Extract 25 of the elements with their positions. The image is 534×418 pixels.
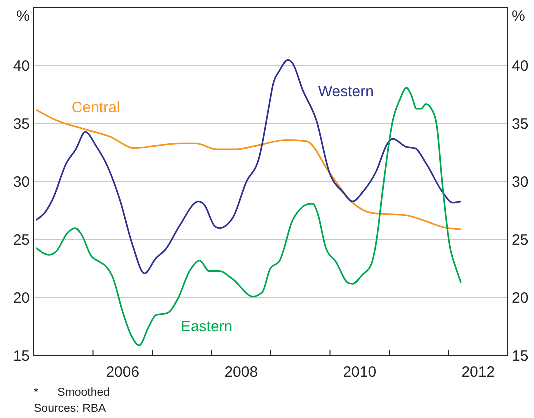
- x-tick-label: 2006: [106, 364, 140, 381]
- line-series: [36, 87, 462, 346]
- x-tick-label: 2010: [343, 364, 377, 381]
- y-tick-label: 25: [13, 232, 30, 249]
- y2-tick-label: 35: [512, 116, 529, 133]
- series-label: Eastern: [180, 318, 233, 336]
- y-tick-label: 30: [13, 174, 30, 191]
- y-tick-label: 40: [13, 58, 30, 75]
- x-tick-label: 2012: [462, 364, 496, 381]
- y-tick-label: 15: [13, 348, 30, 365]
- y2-tick-label: 20: [512, 290, 529, 307]
- y2-tick-label: 15: [512, 348, 529, 365]
- y-tick-label: 20: [13, 290, 30, 307]
- y-tick-label: 35: [13, 116, 30, 133]
- line-series: [36, 59, 462, 274]
- y2-tick-label: 40: [512, 58, 529, 75]
- x-tick-label: 2008: [224, 364, 258, 381]
- y2-tick-label: 30: [512, 174, 529, 191]
- series-label: Western: [318, 84, 374, 101]
- source-note: Sources: RBA: [34, 403, 107, 415]
- series-label: Central: [72, 99, 120, 116]
- y-axis-title: %: [16, 8, 30, 25]
- y2-tick-label: 25: [512, 232, 529, 249]
- y2-axis-title: %: [512, 8, 526, 25]
- text: * Smoothed: [34, 387, 110, 399]
